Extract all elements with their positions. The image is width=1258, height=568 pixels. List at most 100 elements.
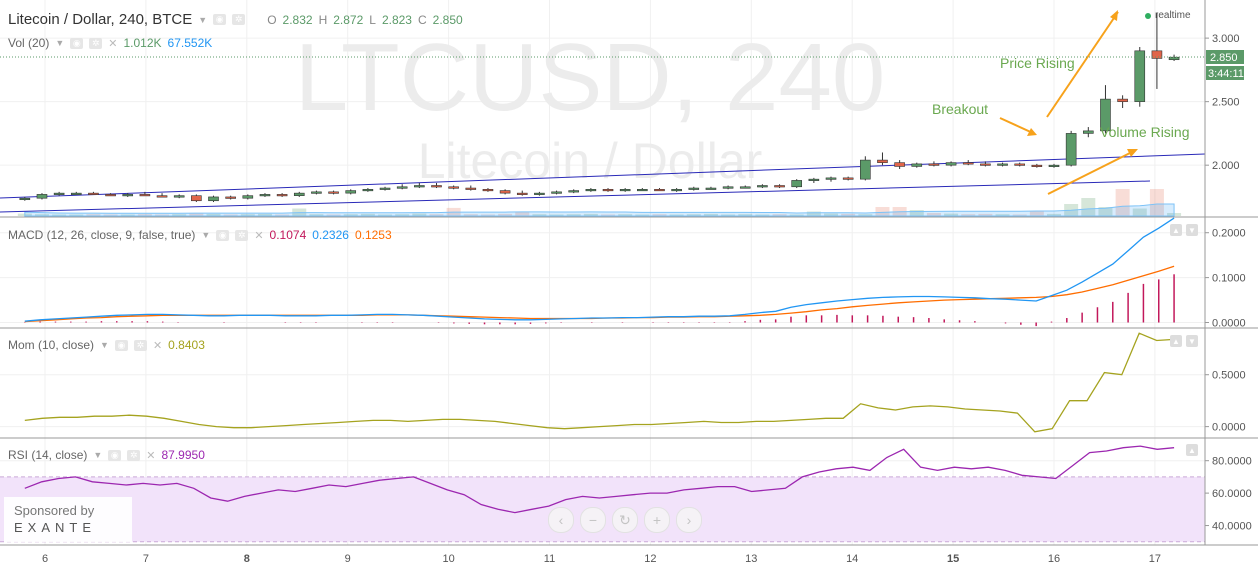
move-up-icon[interactable]: ▲ [1170,335,1182,347]
volume-bar [69,214,84,216]
momentum-value: 0.8403 [168,338,205,352]
volume-bar [926,213,941,216]
gear-icon[interactable]: ✲ [232,14,246,25]
eye-icon[interactable]: ◉ [108,449,122,461]
y-tick-label: 40.0000 [1212,521,1252,533]
macd-legend-name[interactable]: MACD (12, 26, close, 9, false, true) [8,228,196,242]
volume-bar [155,214,170,216]
candle-body [431,185,442,188]
eye-icon[interactable]: ◉ [213,14,227,25]
candle-body [739,186,751,189]
rsi-pane [0,445,1205,543]
candle-body [88,192,99,195]
chevron-down-icon[interactable]: ▼ [55,38,65,48]
volume-bar [772,214,787,216]
chevron-left-icon[interactable]: ‹ [548,507,574,533]
symbol-header: Litecoin / Dollar, 240, BTCE ▼ ◉ ✲ O 2.8… [8,11,463,28]
status-dot [1145,12,1151,19]
candle-body [568,190,580,193]
eye-icon[interactable]: ◉ [216,229,230,241]
y-tick-label: 60.0000 [1212,488,1252,500]
y-tick-label: 0.1000 [1212,273,1246,285]
move-down-icon[interactable]: ▼ [1186,335,1198,347]
volume-bar [618,214,633,216]
candle-body [482,189,494,192]
candle-body [757,185,768,188]
candle-body [53,192,65,195]
x-tick-label: 11 [544,553,555,565]
volume-bar [52,214,67,216]
upper-trendline [0,153,1206,199]
rsi-band [0,476,1205,542]
volume-bar [120,214,135,216]
price-rising-label: Price Rising [1000,55,1075,71]
chevron-down-icon[interactable]: ▼ [100,340,109,350]
volume-bar [824,213,839,216]
gear-icon[interactable]: ✲ [127,449,141,461]
rsi-legend-name[interactable]: RSI (14, close) [8,448,88,462]
x-tick-label: 8 [244,553,250,565]
move-up-icon[interactable]: ▲ [1186,444,1198,456]
candle-body [842,177,854,180]
zoom-in-icon[interactable]: + [644,507,670,533]
volume-bar [498,213,513,216]
close-icon[interactable]: ✕ [146,449,156,462]
symbol-title[interactable]: Litecoin / Dollar, 240, BTCE [8,11,193,28]
volume-bar [841,213,856,216]
sponsor-box[interactable]: Sponsored by EXANTE [4,497,132,542]
chevron-down-icon[interactable]: ▼ [201,230,211,240]
close-icon[interactable]: ✕ [108,37,118,50]
x-tick-label: 6 [42,553,48,565]
candle-body [1083,130,1094,134]
annotation-arrows: Price Rising Breakout Volume Rising [932,10,1190,195]
chevron-down-icon[interactable]: ▼ [93,450,103,460]
close-icon[interactable]: ✕ [254,229,264,242]
candle-body [585,189,597,192]
gear-icon[interactable]: ✲ [133,339,147,351]
gear-icon[interactable]: ✲ [89,37,103,49]
watermark-description: Litecoin / Dollar [418,133,763,189]
chevron-down-icon[interactable]: ▼ [198,14,208,25]
y-tick-label: 80.0000 [1212,456,1252,468]
move-down-icon[interactable]: ▼ [1186,224,1198,236]
volume-bar [789,214,804,216]
volume-bar [378,214,393,216]
sponsor-logo[interactable]: EXANTE [14,520,97,535]
close-icon[interactable]: ✕ [152,339,163,352]
candle-body [1100,98,1111,132]
candle-body [1014,163,1025,166]
volume-legend-name[interactable]: Vol (20) [8,36,50,50]
countdown-tag [1206,66,1244,80]
price-tag [1206,50,1244,64]
candle-body [602,189,614,192]
volume-legend: Vol (20) ▼ ◉ ✲ ✕ 1.012K 67.552K [8,36,212,50]
x-tick-label: 16 [1048,553,1060,565]
candle-body [276,194,288,197]
price-rising-arrow [1046,11,1119,118]
eye-icon[interactable]: ◉ [114,339,128,351]
chevron-right-icon[interactable]: › [676,507,702,533]
eye-icon[interactable]: ◉ [70,37,84,49]
volume-bar [309,214,324,216]
candle-body [1031,164,1043,167]
gear-icon[interactable]: ✲ [235,229,249,241]
high-label: H [318,12,328,27]
reset-icon[interactable]: ↻ [612,507,638,533]
momentum-line [24,332,1175,433]
candle-body [688,187,700,190]
candle-body [962,162,974,165]
open-label: O [267,12,277,27]
candle-body [637,189,648,192]
move-up-icon[interactable]: ▲ [1170,224,1182,236]
macd-line [24,217,1175,322]
realtime-indicator: realtime [1145,10,1191,21]
volume-bar [480,214,495,216]
price-tag-label: 2.850 [1210,52,1238,64]
volume-bar [86,214,101,216]
momentum-legend-name[interactable]: Mom (10, close) [8,338,95,352]
candle-body [499,190,511,194]
zoom-out-icon[interactable]: − [580,507,606,533]
breakout-arrow [999,117,1036,135]
